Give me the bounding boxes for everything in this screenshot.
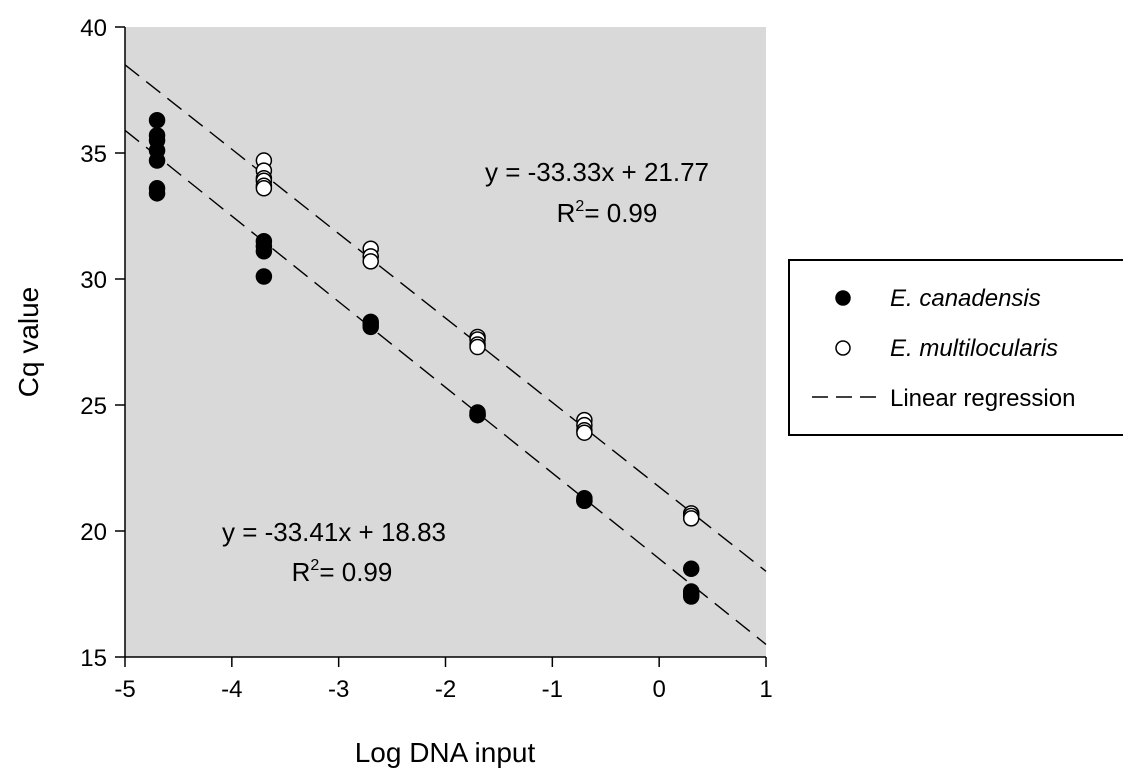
annotation-upper-equation: y = -33.33x + 21.77	[485, 157, 709, 187]
x-tick-label: -3	[328, 676, 349, 703]
y-tick-label: 25	[80, 393, 107, 420]
y-axis-title: Cq value	[13, 287, 44, 398]
legend: E. canadensis E. multilocularis Linear r…	[788, 259, 1123, 436]
data-point-e-canadensis	[362, 318, 379, 336]
annotation-lower-equation: y = -33.41x + 18.83	[222, 517, 446, 547]
legend-label-linear-regression: Linear regression	[890, 385, 1075, 412]
x-tick-label: -2	[435, 676, 456, 703]
y-tick-label: 40	[80, 15, 107, 42]
data-point-e-canadensis	[148, 152, 166, 169]
x-tick-label: 0	[652, 676, 665, 703]
plot-area	[125, 27, 766, 657]
data-point-e-canadensis	[255, 243, 273, 260]
x-tick-label: -5	[114, 676, 135, 703]
data-points	[148, 111, 700, 605]
y-tick-label: 30	[80, 267, 107, 294]
data-point-e-canadensis	[469, 406, 486, 424]
regression-lines	[124, 64, 767, 645]
y-tick-label: 15	[80, 645, 107, 672]
data-point-e-multilocularis	[576, 424, 593, 441]
data-point-e-canadensis	[576, 492, 593, 510]
x-tick-label: -4	[221, 676, 242, 703]
regression-line-upper	[124, 64, 767, 572]
x-axis-ticks: -5 -4 -3 -2 -1 0 1	[114, 657, 773, 703]
x-tick-label: -1	[542, 676, 563, 703]
data-point-e-canadensis	[255, 268, 273, 285]
y-tick-label: 20	[80, 519, 107, 546]
regression-line-lower	[124, 129, 767, 645]
y-tick-label: 35	[80, 141, 107, 168]
data-point-e-canadensis	[682, 560, 700, 578]
data-point-e-multilocularis	[682, 510, 700, 527]
annotation-lower-r2: R2= 0.99	[292, 557, 393, 587]
data-point-e-canadensis	[148, 185, 166, 202]
x-tick-label: 1	[759, 676, 772, 703]
legend-marker-filled-circle	[835, 290, 851, 306]
x-axis-title: Log DNA input	[355, 737, 536, 768]
data-point-e-canadensis	[148, 111, 166, 129]
data-point-e-multilocularis	[362, 253, 379, 270]
legend-label-e-multilocularis: E. multilocularis	[890, 335, 1058, 362]
y-axis-ticks: 15 20 25 30 35 40	[80, 15, 125, 672]
data-point-e-canadensis	[682, 588, 700, 605]
legend-label-e-canadensis: E. canadensis	[890, 285, 1041, 312]
legend-marker-open-circle	[835, 340, 851, 356]
data-point-e-multilocularis	[255, 180, 273, 197]
data-point-e-multilocularis	[469, 338, 486, 356]
annotation-upper-r2: R2= 0.99	[557, 198, 658, 228]
